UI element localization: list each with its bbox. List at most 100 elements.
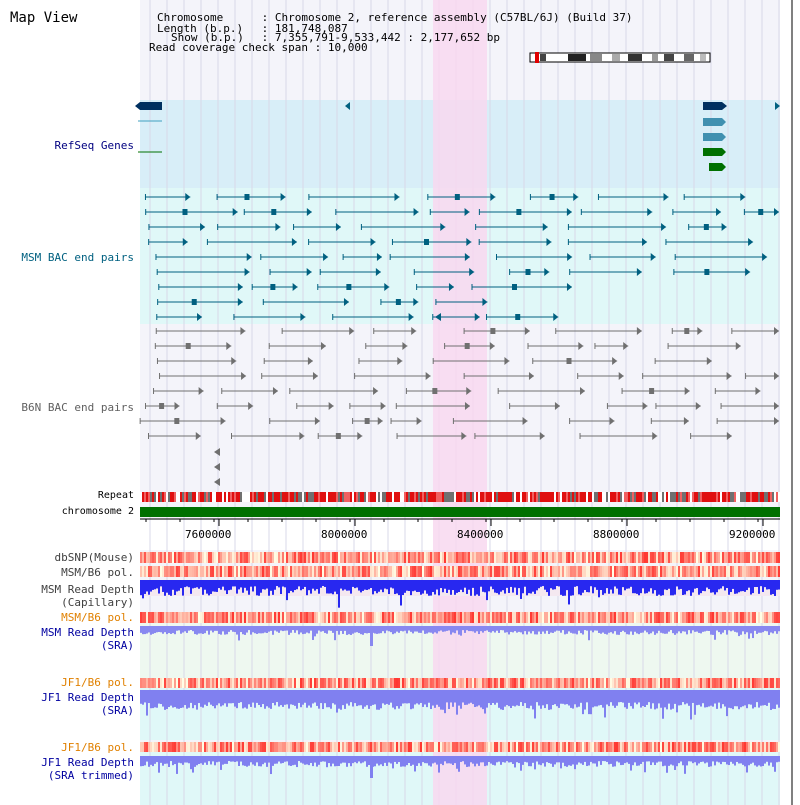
jf1-depth-sra-bar: [460, 690, 462, 709]
msm-depth-capillary-bar: [428, 580, 430, 596]
highlight-region[interactable]: [433, 0, 487, 805]
msm-bac-pair-block: [758, 209, 764, 215]
jf1-b6-pol-heat: [310, 678, 312, 688]
msm-b6-pol-heat: [466, 612, 468, 623]
msm-depth-sra-bar: [222, 626, 224, 632]
jf1-b6-pol-heat: [612, 678, 614, 688]
jf1-depth-sra-bar: [764, 690, 766, 706]
jf1-depth-trim-bar: [326, 756, 328, 768]
refseq-gene[interactable]: [775, 102, 780, 110]
repeat-track[interactable]: [140, 492, 780, 502]
msm-depth-sra-bar: [142, 626, 144, 635]
msm-b6-pol-heat: [364, 612, 366, 623]
refseq-gene[interactable]: [703, 148, 726, 156]
msm-bac-pair-arrow: [774, 208, 779, 216]
dbsnp-heat: [630, 552, 632, 563]
jf1-depth-sra-bar: [294, 690, 296, 706]
jf1-b6-pol-heat: [166, 742, 168, 752]
msm-b6-pol-heat: [272, 566, 274, 577]
dbsnp-heat: [378, 552, 380, 563]
b6n-bac-pair[interactable]: [214, 463, 220, 471]
msm-b6-pol-heat: [628, 566, 630, 577]
repeat-segment: [202, 492, 204, 502]
jf1-depth-sra-bar: [646, 690, 648, 705]
msm-depth-sra-bar: [194, 626, 196, 635]
dbsnp-heat: [420, 552, 422, 563]
chromosome-bar[interactable]: [140, 507, 780, 517]
msm-depth-sra-bar: [718, 626, 720, 633]
jf1-depth-trim-bar: [618, 756, 620, 763]
msm-bac-pair[interactable]: [435, 313, 441, 321]
msm-b6-pol-heat: [584, 566, 586, 577]
msm-depth-sra-bar: [502, 626, 504, 631]
jf1-depth-trim-bar: [284, 756, 286, 762]
jf1-depth-sra-bar: [182, 690, 184, 708]
msm-b6-pol-heat: [760, 612, 762, 623]
ideogram-position-marker: [535, 52, 539, 63]
b6n-bac-pair[interactable]: [214, 478, 220, 486]
msm-depth-capillary-bar: [690, 580, 692, 596]
msm-b6-pol-heat: [236, 566, 238, 577]
jf1-b6-pol-heat: [550, 742, 552, 752]
jf1-depth-sra-bar: [500, 690, 502, 710]
msm-b6-pol-heat: [490, 612, 492, 623]
jf1-b6-pol-heat: [240, 742, 242, 752]
polymorphism-heat-tracks[interactable]: [140, 552, 780, 752]
b6n-bac-pair[interactable]: [214, 448, 220, 456]
msm-depth-capillary-bar: [332, 580, 334, 595]
msm-b6-pol-heat: [602, 612, 604, 623]
msm-b6-pol-heat: [182, 566, 184, 577]
msm-depth-capillary-bar: [554, 580, 556, 590]
jf1-depth-sra-bar: [308, 690, 310, 706]
msm-depth-sra-bar: [658, 626, 660, 631]
msm-depth-capillary-bar: [616, 580, 618, 589]
jf1-b6-pol-heat: [698, 678, 700, 688]
dbsnp-heat: [344, 552, 346, 563]
jf1-b6-pol-heat: [558, 678, 560, 688]
b6n-bac-label[interactable]: B6N BAC end pairs: [21, 401, 134, 414]
jf1-depth-trim-bar: [332, 756, 334, 764]
refseq-gene[interactable]: [135, 102, 162, 110]
jf1-depth-sra-bar: [748, 690, 750, 705]
b6n-bac-end-pairs-track[interactable]: [139, 327, 779, 486]
jf1-b6-pol-heat: [344, 678, 346, 688]
jf1-depth-sra-bar: [244, 690, 246, 708]
chromosome-ideogram[interactable]: [529, 52, 711, 63]
msm-depth-sra-bar: [678, 626, 680, 632]
refseq-gene[interactable]: [703, 102, 727, 110]
dbsnp-heat: [520, 552, 522, 563]
msm-b6-pol-heat: [352, 612, 354, 623]
msm-b6-pol-heat: [238, 612, 240, 623]
jf1-b6-pol-heat: [354, 742, 356, 752]
repeat-segment: [452, 492, 454, 502]
refseq-genes-label[interactable]: RefSeq Genes: [54, 139, 134, 152]
msm-depth-sra-bar: [728, 626, 730, 631]
jf1-b6-pol-heat: [464, 678, 466, 688]
jf1-b6-pol-heat: [440, 678, 442, 688]
msm-b6-pol-heat: [430, 566, 432, 577]
dbsnp-heat: [408, 552, 410, 563]
refseq-gene[interactable]: [703, 118, 726, 126]
refseq-gene[interactable]: [709, 163, 726, 171]
jf1-depth-sra-bar: [700, 690, 702, 707]
msm-b6-pol-heat: [728, 612, 730, 623]
dbsnp-heat: [384, 552, 386, 563]
jf1-depth-sra-bar: [568, 690, 570, 706]
msm-depth-capillary-bar: [550, 580, 552, 589]
jf1-depth-sra-bar: [194, 690, 196, 706]
jf1-b6-pol-heat: [334, 742, 336, 752]
msm-b6-pol-heat: [554, 612, 556, 623]
msm-depth-sra-bar: [492, 626, 494, 632]
repeat-segment: [410, 492, 412, 502]
jf1-depth-trim-bar: [252, 756, 254, 765]
read-depth-tracks[interactable]: [140, 580, 780, 778]
msm-bac-label[interactable]: MSM BAC end pairs: [21, 251, 134, 264]
msm-bac-pair-arrow: [740, 193, 746, 201]
refseq-genes-track[interactable]: [135, 102, 780, 171]
msm-depth-capillary-bar: [446, 580, 448, 593]
msm-bac-end-pairs-track[interactable]: [144, 193, 779, 321]
refseq-gene[interactable]: [703, 133, 726, 141]
repeat-segment: [248, 492, 250, 502]
refseq-gene[interactable]: [345, 102, 350, 110]
